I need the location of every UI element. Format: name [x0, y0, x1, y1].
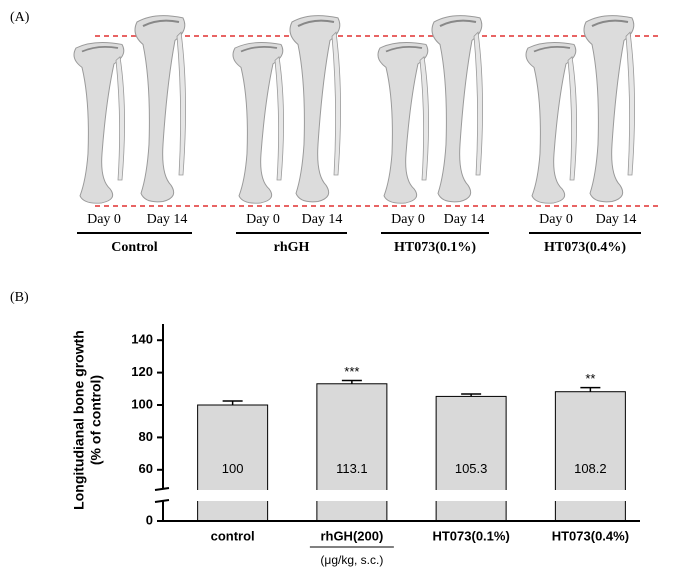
bar [554, 391, 626, 522]
panel-label: (A) [10, 10, 30, 25]
bone-image [430, 14, 484, 203]
group-label: Control [111, 240, 158, 255]
bone-image [582, 14, 636, 203]
y-tick-label: 60 [139, 461, 153, 476]
day-label: Day 0 [391, 212, 425, 227]
bone-image [232, 41, 285, 205]
axis-break-gap [155, 490, 640, 501]
category-note: (μg/kg, s.c.) [320, 553, 383, 567]
x-tick-label: rhGH(200) [320, 528, 383, 543]
day-label: Day 0 [246, 212, 280, 227]
group-label: rhGH [274, 240, 310, 255]
x-tick-label: HT073(0.4%) [552, 528, 629, 543]
bone-image [525, 41, 578, 205]
group-label: HT073(0.1%) [394, 240, 476, 255]
y-tick-label: 0 [146, 512, 153, 527]
bone-image [288, 14, 342, 203]
day-label: Day 14 [444, 212, 485, 227]
panel-label: (B) [10, 290, 29, 305]
day-label: Day 14 [302, 212, 343, 227]
y-tick-label: 80 [139, 429, 153, 444]
y-tick-label: 140 [131, 332, 153, 347]
value-label: 113.1 [336, 461, 368, 476]
bone-image [133, 14, 187, 203]
day-label: Day 0 [87, 212, 121, 227]
bone-image [377, 41, 430, 205]
day-label: Day 14 [596, 212, 637, 227]
bar [197, 404, 269, 522]
bar [435, 395, 507, 522]
day-label: Day 14 [147, 212, 188, 227]
x-tick-label: control [211, 528, 255, 543]
bone-image [73, 41, 126, 205]
y-tick-label: 120 [131, 364, 153, 379]
significance-label: ** [585, 371, 595, 386]
value-label: 108.2 [574, 461, 607, 476]
significance-label: *** [344, 364, 359, 379]
value-label: 105.3 [455, 461, 488, 476]
y-axis-label: Longitudianal bone growth [71, 330, 87, 510]
day-label: Day 0 [539, 212, 573, 227]
group-label: HT073(0.4%) [544, 240, 626, 255]
y-tick-label: 100 [131, 396, 153, 411]
chart: 100 control 113.1 *** rhGH(200) (μg/kg, s.c.)… [71, 324, 640, 567]
x-tick-label: HT073(0.1%) [432, 528, 509, 543]
y-axis-label: (% of control) [88, 375, 104, 465]
value-label: 100 [222, 461, 244, 476]
panel-a: Day 0 Day 14 Control Day 0 Day 14 rhGH Day 0 Da… [73, 14, 641, 255]
